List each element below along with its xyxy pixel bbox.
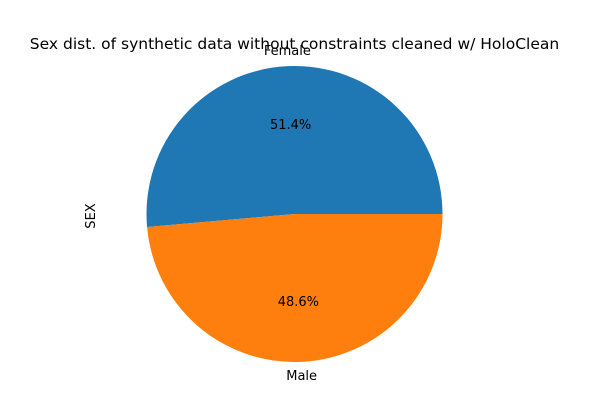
- pie-slice-female: [146, 66, 443, 228]
- y-axis-label: SEX: [84, 203, 99, 228]
- pie-slice-male: [147, 214, 443, 363]
- slice-percent-male: 48.6%: [278, 295, 319, 310]
- slice-label-female: Female: [264, 44, 311, 59]
- chart-title: Sex dist. of synthetic data without cons…: [30, 35, 559, 53]
- pie-slices: [146, 66, 443, 363]
- slice-percent-female: 51.4%: [270, 118, 311, 133]
- slice-label-male: Male: [286, 369, 317, 384]
- pie-labels: Female 51.4% Male 48.6%: [264, 44, 319, 384]
